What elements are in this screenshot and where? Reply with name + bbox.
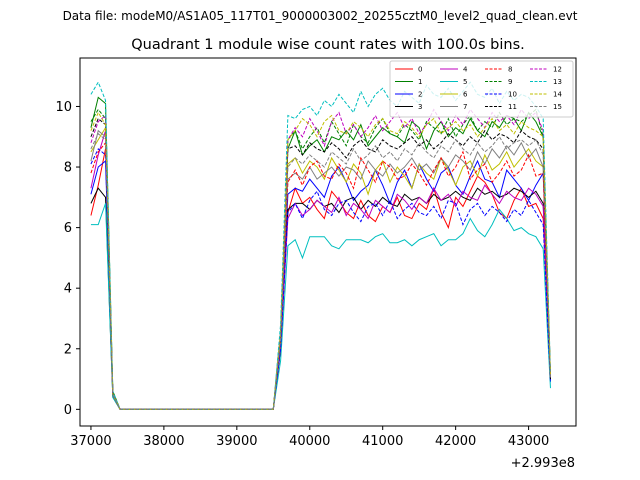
series-layer bbox=[90, 81, 551, 410]
y-tick-label: 2 bbox=[64, 342, 72, 357]
legend-label-0: 0 bbox=[418, 66, 422, 74]
legend-label-15: 15 bbox=[553, 103, 562, 111]
legend-label-14: 14 bbox=[553, 91, 562, 99]
legend-label-1: 1 bbox=[418, 78, 422, 86]
chart-title: Quadrant 1 module wise count rates with … bbox=[131, 37, 525, 53]
series-line-15 bbox=[90, 132, 551, 410]
x-tick-label: 40000 bbox=[289, 434, 330, 449]
x-tick-label: 38000 bbox=[143, 434, 184, 449]
y-tick-label: 6 bbox=[64, 221, 72, 236]
x-tick-label: 37000 bbox=[70, 434, 111, 449]
legend-label-4: 4 bbox=[463, 66, 468, 74]
legend-label-6: 6 bbox=[463, 91, 468, 99]
legend-label-11: 11 bbox=[508, 103, 517, 111]
y-tick-label: 4 bbox=[64, 282, 72, 297]
x-axis: 37000 38000 39000 40000 41000 42000 43000 bbox=[70, 426, 549, 449]
x-tick-label: 43000 bbox=[508, 434, 549, 449]
legend-label-10: 10 bbox=[508, 91, 517, 99]
y-tick-label: 0 bbox=[64, 403, 72, 418]
y-tick-label: 10 bbox=[55, 100, 72, 115]
legend-box bbox=[389, 60, 574, 118]
legend-label-8: 8 bbox=[508, 66, 512, 74]
x-tick-label: 42000 bbox=[435, 434, 476, 449]
plot-frame bbox=[79, 57, 577, 427]
legend-label-3: 3 bbox=[418, 103, 422, 111]
series-line-12 bbox=[90, 108, 551, 410]
x-tick-label: 41000 bbox=[362, 434, 403, 449]
chart-suptitle: Data file: modeM0/AS1A05_117T01_90000030… bbox=[63, 9, 578, 23]
y-tick-label: 8 bbox=[64, 161, 72, 176]
x-tick-label: 39000 bbox=[216, 434, 257, 449]
legend-label-13: 13 bbox=[553, 78, 562, 86]
x-offset-label: +2.993e8 bbox=[511, 456, 575, 471]
legend-label-12: 12 bbox=[553, 66, 562, 74]
series-line-13 bbox=[90, 81, 551, 410]
y-axis: 0 2 4 6 8 10 bbox=[55, 100, 80, 418]
legend-label-5: 5 bbox=[463, 78, 467, 86]
legend-label-7: 7 bbox=[463, 103, 467, 111]
legend-label-9: 9 bbox=[508, 78, 512, 86]
legend-label-2: 2 bbox=[418, 91, 422, 99]
